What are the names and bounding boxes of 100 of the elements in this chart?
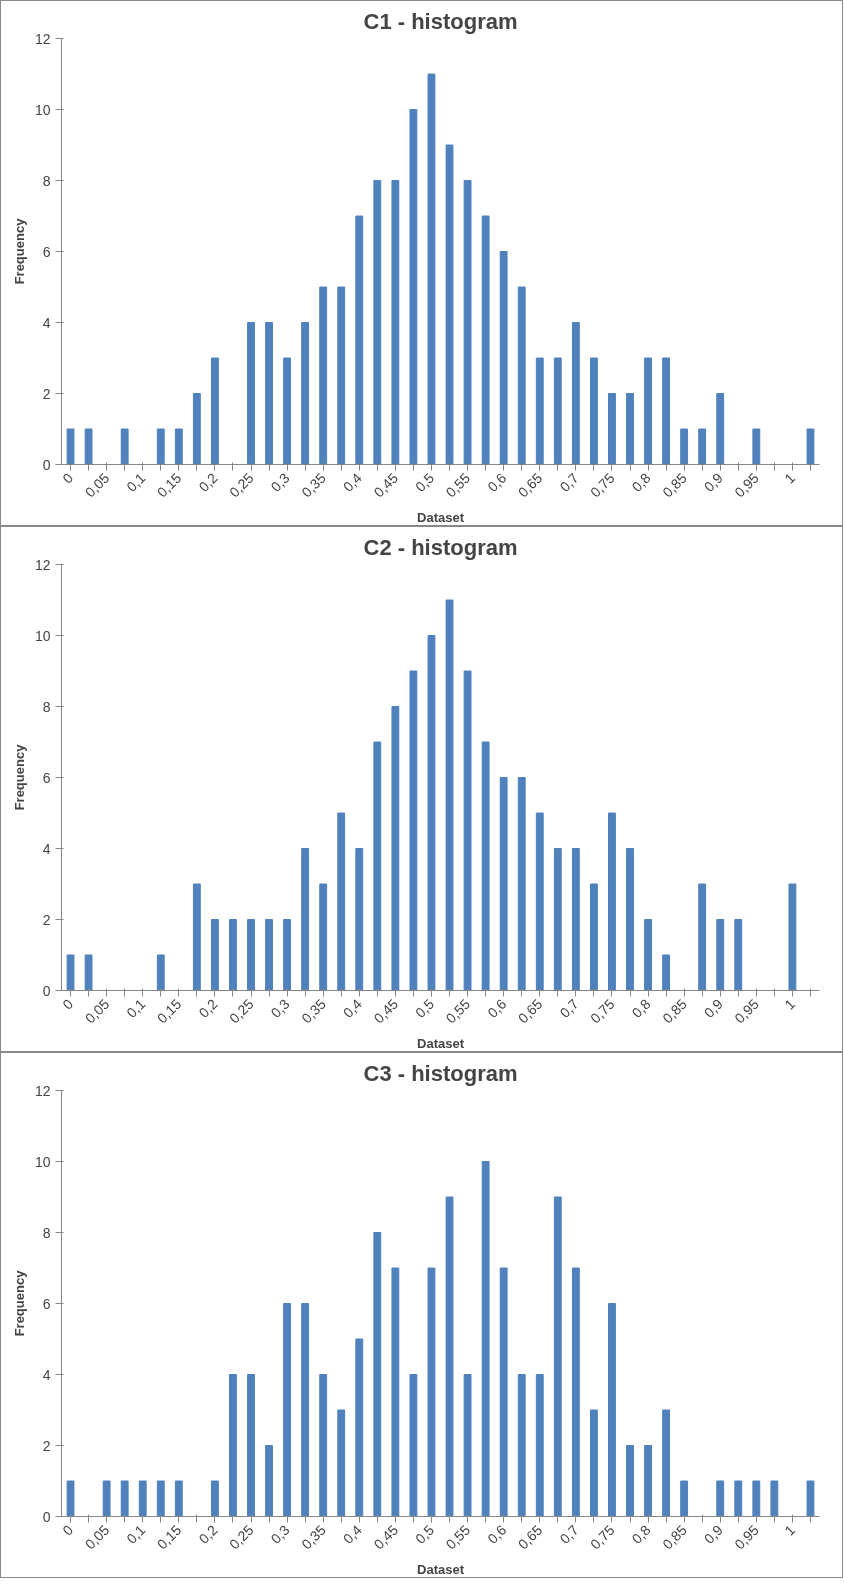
bar <box>373 741 382 991</box>
chart-title: C1 - histogram <box>363 8 518 34</box>
bar <box>301 1303 310 1517</box>
bar <box>102 1480 111 1517</box>
y-tick-label: 6 <box>42 243 51 260</box>
bar <box>626 1445 634 1517</box>
bar <box>806 1480 815 1517</box>
bar <box>662 1409 671 1517</box>
bar <box>138 1480 147 1517</box>
bar <box>445 1196 454 1517</box>
bar <box>355 215 364 465</box>
bar <box>319 1374 328 1517</box>
x-tick-label: 0 <box>59 995 77 1013</box>
x-tick-label: 0,1 <box>123 469 149 495</box>
bar <box>247 919 255 991</box>
bar <box>716 393 725 465</box>
bar <box>174 428 183 465</box>
bar <box>481 215 490 465</box>
bar <box>680 428 689 465</box>
y-tick-label: 10 <box>34 627 51 644</box>
bar <box>210 1480 219 1517</box>
x-axis-title: Dataset <box>417 1561 465 1577</box>
bar <box>517 286 526 465</box>
x-tick-label: 0,7 <box>556 995 582 1021</box>
bar <box>210 357 219 465</box>
x-tick-label: 0,6 <box>484 469 510 495</box>
bar <box>698 428 707 465</box>
y-tick-label: 2 <box>42 385 51 402</box>
bar <box>319 883 328 991</box>
y-axis-title: Frequency <box>11 743 27 811</box>
y-tick-label: 0 <box>42 456 51 473</box>
bar <box>608 393 616 465</box>
x-axis-title: Dataset <box>417 1035 465 1051</box>
x-tick-label: 0 <box>59 1521 77 1539</box>
bar <box>301 848 310 991</box>
bar <box>517 777 526 991</box>
x-tick-label: 0,9 <box>700 469 727 495</box>
bar <box>373 180 382 465</box>
bar <box>265 322 273 465</box>
bar <box>84 954 93 991</box>
bar <box>337 812 346 991</box>
bar <box>589 1409 598 1517</box>
bar <box>481 741 490 991</box>
bar <box>752 428 761 465</box>
x-tick-label: 0,3 <box>267 1521 293 1547</box>
bar <box>66 954 75 991</box>
bar <box>265 1445 273 1517</box>
bar <box>716 1480 725 1517</box>
bar <box>265 919 273 991</box>
y-tick-label: 8 <box>42 172 51 189</box>
x-tick-label: 0,5 <box>412 469 438 495</box>
x-tick-label: 0,4 <box>339 1521 366 1547</box>
y-axis-title: Frequency <box>11 1269 27 1337</box>
bar <box>84 428 93 465</box>
y-tick-label: 2 <box>42 1437 51 1454</box>
x-tick-label: 0,6 <box>484 995 510 1021</box>
x-tick-label: 0,7 <box>556 469 582 495</box>
bar <box>409 1374 418 1517</box>
bar <box>752 1480 761 1517</box>
x-tick-label: 0,3 <box>267 469 293 495</box>
y-tick-label: 6 <box>42 769 51 786</box>
bar <box>229 919 237 991</box>
bar <box>499 1267 508 1517</box>
bar <box>716 919 725 991</box>
bar <box>192 883 201 991</box>
bar <box>391 1267 400 1517</box>
x-tick-label: 0,2 <box>195 469 221 495</box>
y-axis-title: Frequency <box>11 217 27 285</box>
y-tick-label: 12 <box>34 1082 51 1099</box>
x-tick-label: 0,9 <box>700 995 727 1021</box>
y-tick-label: 8 <box>42 1224 51 1241</box>
x-tick-label: 0,9 <box>700 1521 727 1547</box>
y-tick-label: 4 <box>42 314 51 331</box>
bar <box>391 180 400 465</box>
bar <box>644 919 652 991</box>
bar <box>247 1374 255 1517</box>
bar <box>680 1480 689 1517</box>
x-tick-label: 0,6 <box>484 1521 510 1547</box>
x-axis-title: Dataset <box>417 509 465 525</box>
bar <box>427 635 436 991</box>
bar <box>463 1374 472 1517</box>
x-tick-label: 0,1 <box>123 1521 149 1547</box>
bar <box>409 670 418 991</box>
bar <box>463 180 472 465</box>
y-tick-label: 10 <box>34 1153 51 1170</box>
bar <box>517 1374 526 1517</box>
bar <box>283 919 292 991</box>
bar <box>192 393 201 465</box>
y-tick-label: 4 <box>42 1366 51 1383</box>
bar <box>535 812 544 991</box>
x-tick-label: 0,1 <box>123 995 149 1021</box>
bar <box>66 428 75 465</box>
x-tick-label: 0,2 <box>195 995 221 1021</box>
bar <box>391 706 400 991</box>
y-tick-label: 10 <box>34 101 51 118</box>
bar <box>463 670 472 991</box>
bar <box>481 1161 490 1517</box>
bar <box>120 1480 129 1517</box>
bar <box>156 1480 165 1517</box>
x-tick-label: 0,5 <box>412 1521 438 1547</box>
